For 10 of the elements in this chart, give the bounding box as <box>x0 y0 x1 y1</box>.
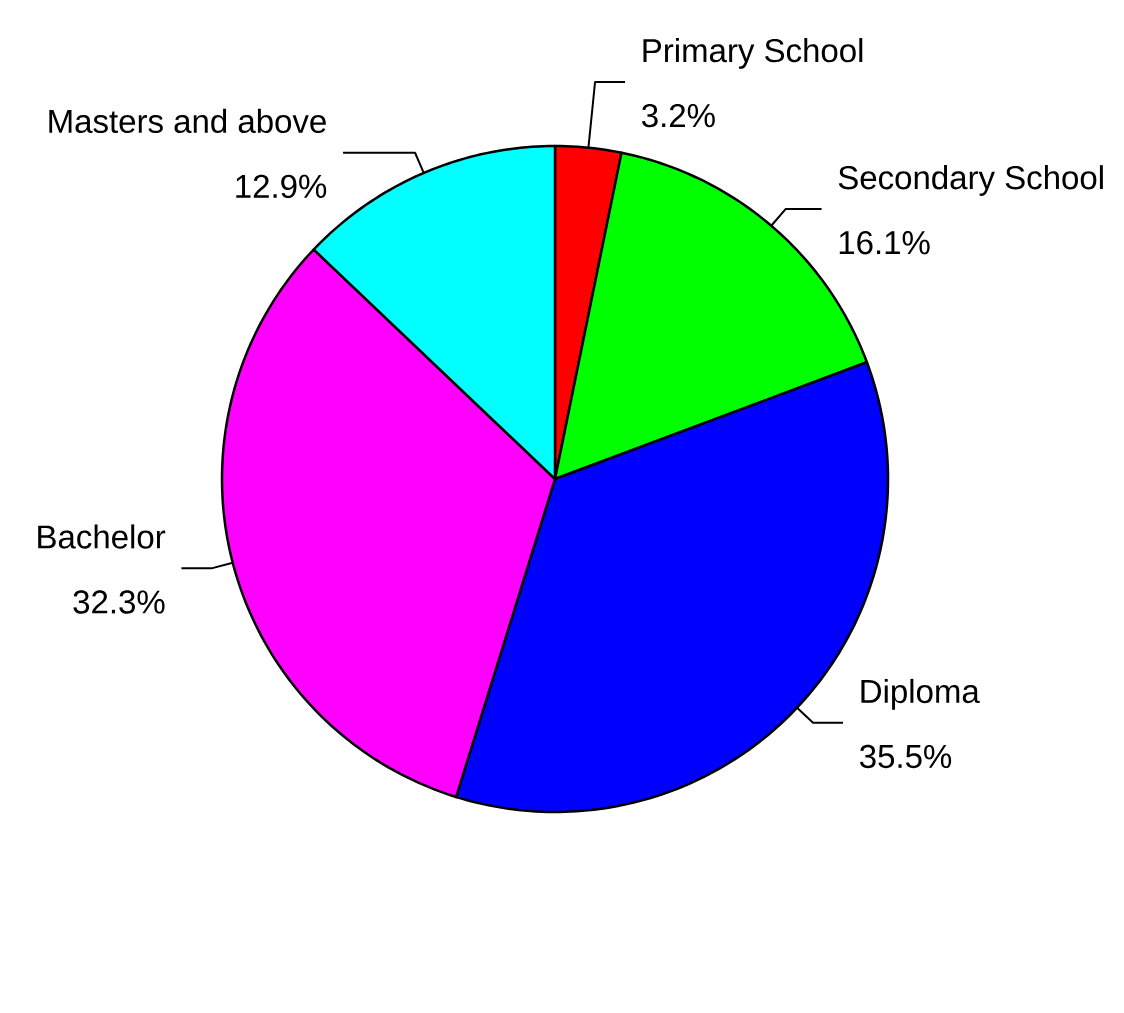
data-label: 32.3% <box>73 590 165 614</box>
data-label: 35.5% <box>860 744 952 769</box>
slice-label: Primary School <box>643 38 863 69</box>
slice-label: Masters and above <box>49 108 326 134</box>
slice-label: Bachelor <box>38 524 166 549</box>
data-label: 16.1% <box>839 231 930 255</box>
data-label: 12.9% <box>236 174 327 199</box>
data-label: 3.2% <box>642 103 715 128</box>
slice-label: Diploma <box>861 678 980 710</box>
slice-label: Secondary School <box>838 165 1103 196</box>
